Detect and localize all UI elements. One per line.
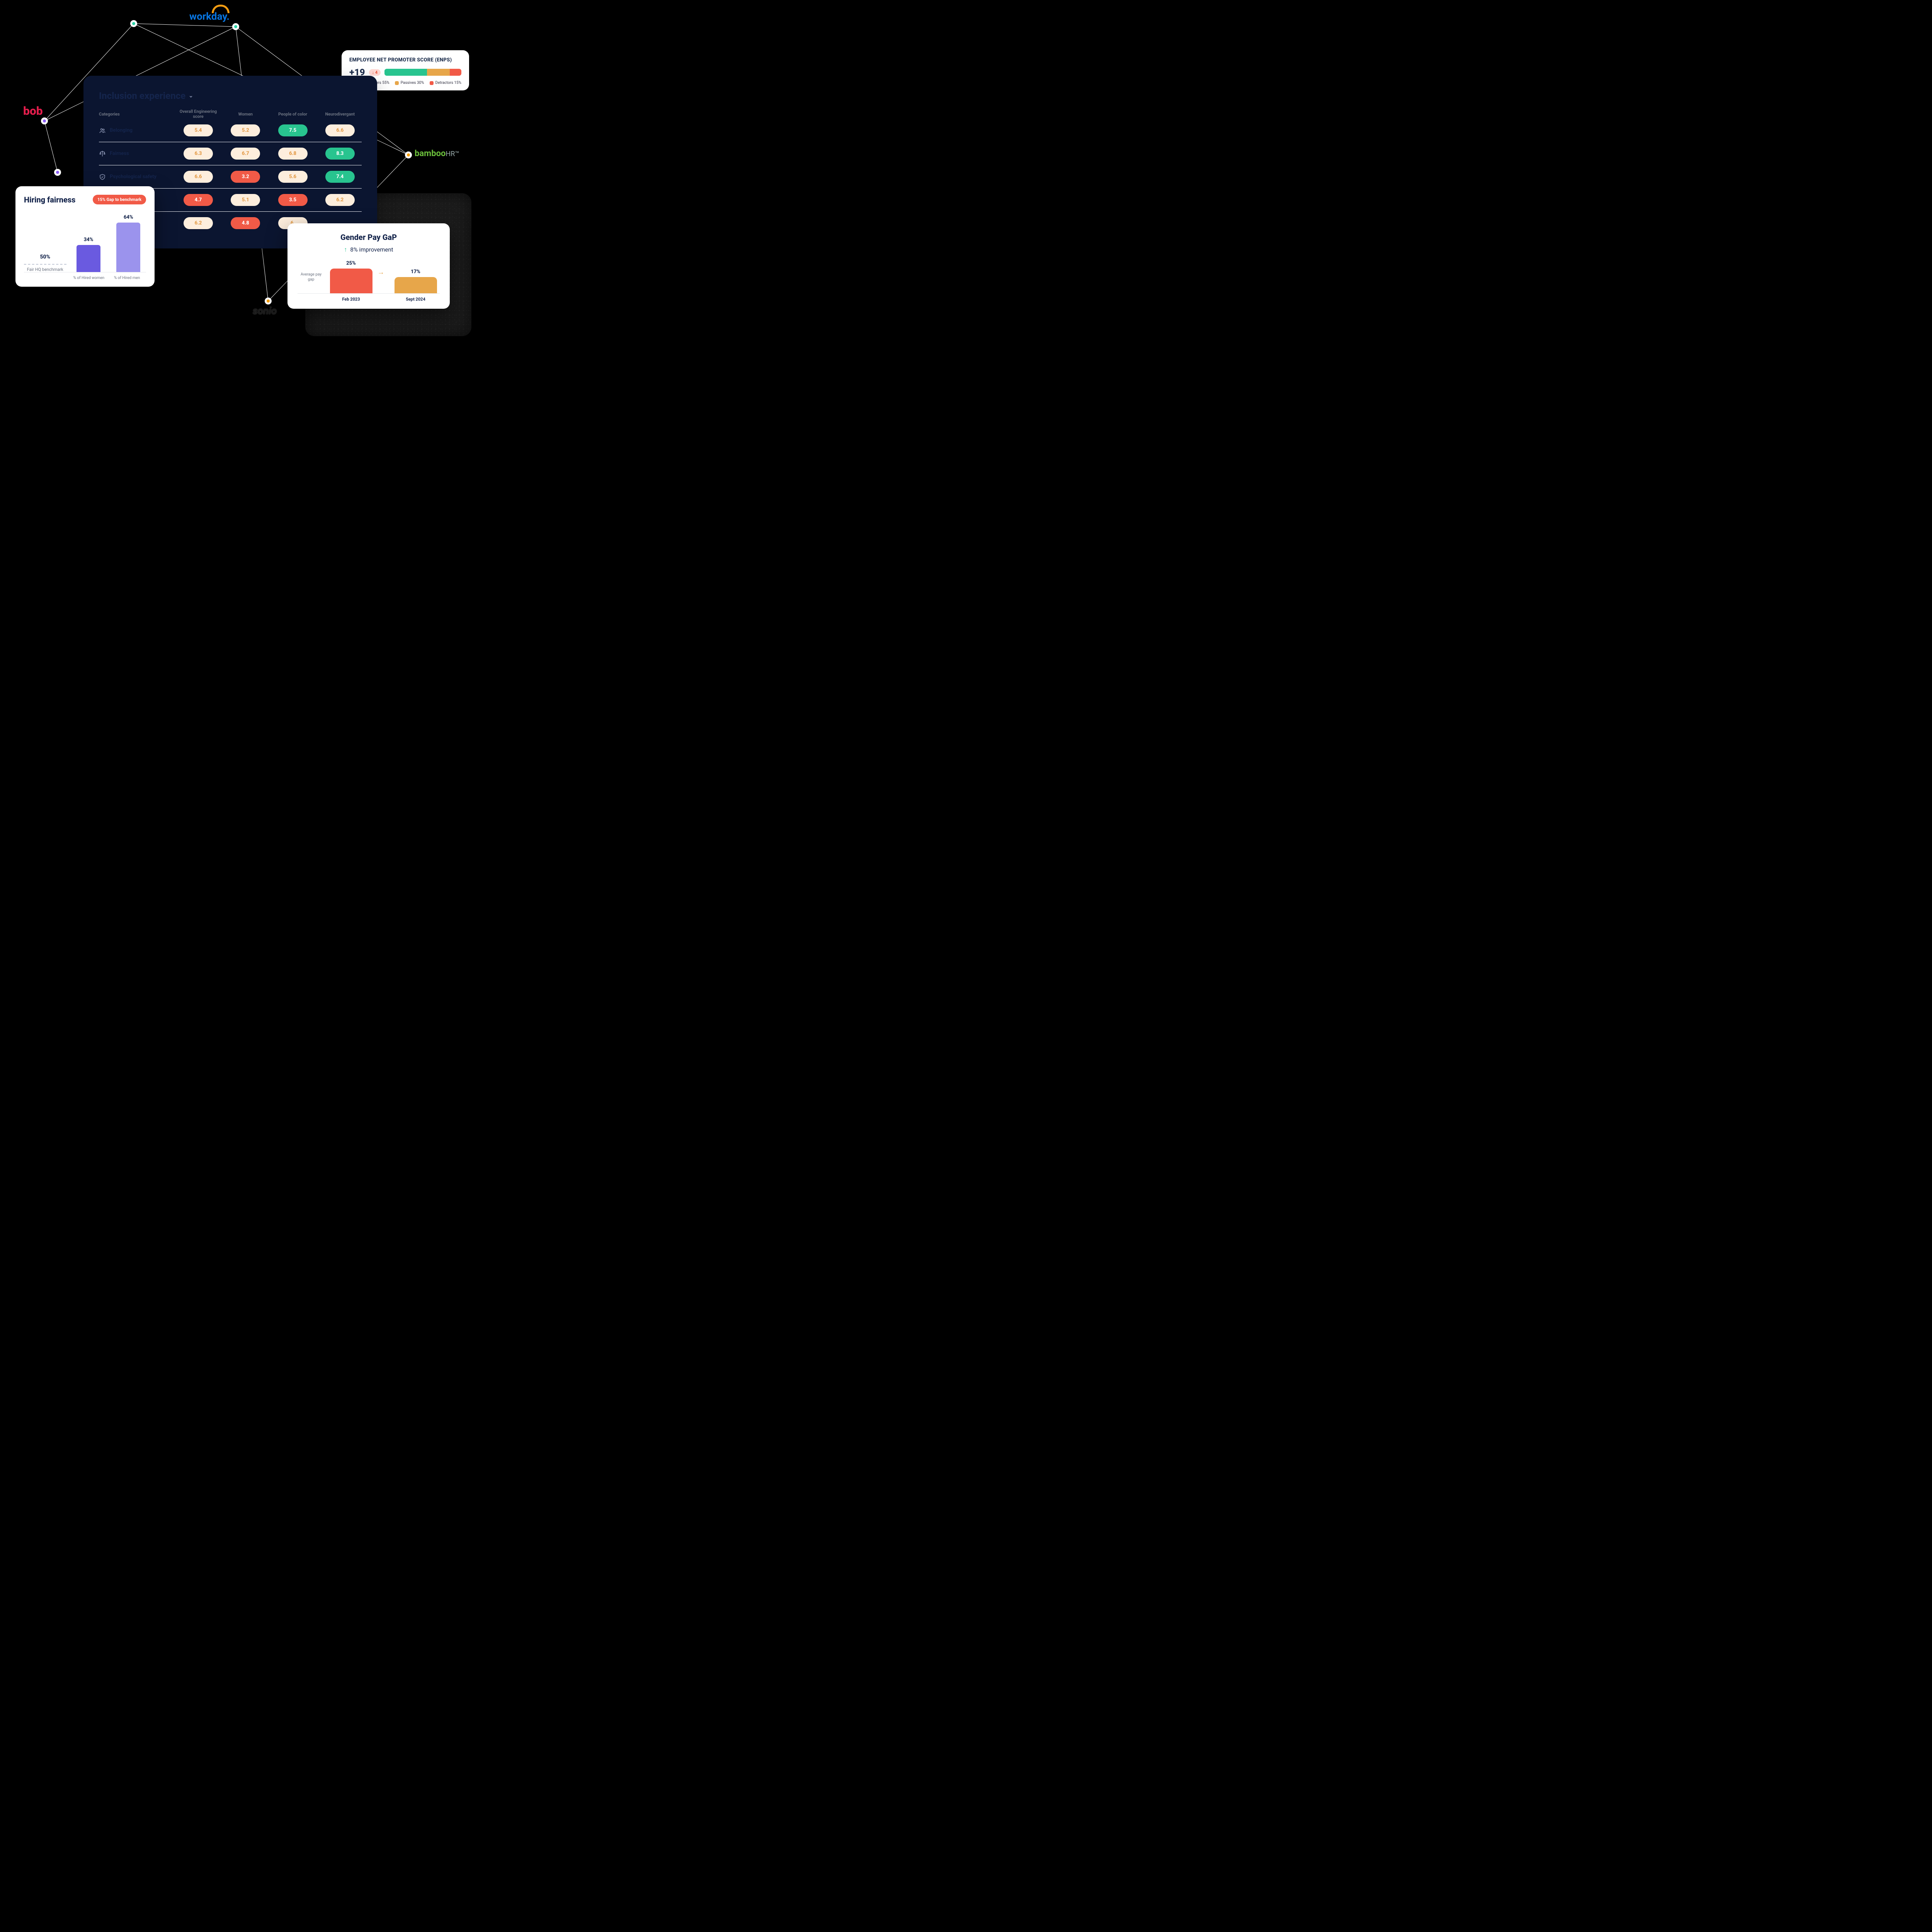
pay-gap-bar-chart: Average pay gap 25% → 17% Feb 2023 Sept …: [298, 260, 440, 302]
chevron-down-icon: ⌄: [189, 93, 193, 99]
enps-segment: [450, 69, 461, 76]
pay-gap-title: Gender Pay GaP: [298, 233, 440, 242]
inclusion-title[interactable]: Inclusion experience⌄: [99, 90, 362, 101]
network-node: [232, 23, 239, 30]
inclusion-category: Belonging: [99, 127, 173, 134]
enps-title: EMPLOYEE NET PROMOTER SCORE (ENPS): [349, 57, 461, 63]
enps-stacked-bar: [384, 69, 461, 76]
score-pill: 7.5: [278, 124, 308, 136]
network-node: [41, 117, 48, 124]
personio-logo: sonio: [253, 305, 277, 317]
network-node: [405, 151, 412, 158]
score-pill: 3.2: [231, 171, 260, 183]
score-pill: 7.4: [325, 171, 355, 183]
workday-logo: workday.: [189, 11, 230, 22]
pay-gap-improvement: ↑ 8% improvement: [298, 246, 440, 253]
score-pill: 5.4: [184, 124, 213, 136]
gap-badge: 15% Gap to benchmark: [93, 195, 146, 204]
bob-logo: bob: [23, 104, 43, 118]
people-icon: [99, 127, 106, 134]
hiring-title: Hiring fairness: [24, 195, 75, 204]
score-pill: 3.5: [278, 194, 308, 206]
score-pill: 6.6: [325, 124, 355, 136]
inclusion-row: Psychological safety 6.6 3.2 5.6 7.4: [99, 165, 362, 189]
score-pill: 6.6: [184, 171, 213, 183]
arrow-up-icon: ↑: [344, 246, 347, 253]
score-pill: 6.3: [184, 148, 213, 160]
network-node: [265, 298, 272, 304]
arrow-right-icon: →: [378, 268, 389, 276]
enps-legend-item: Detractors 15%: [430, 81, 461, 85]
inclusion-row: Belonging 5.4 5.2 7.5 6.6: [99, 119, 362, 142]
score-pill: 4.8: [231, 217, 260, 229]
score-pill: 4.7: [184, 194, 213, 206]
hiring-bar-women: 34%: [71, 237, 106, 272]
scale-icon: [99, 150, 106, 157]
score-pill: 5.1: [231, 194, 260, 206]
score-pill: 5.2: [231, 124, 260, 136]
hiring-fairness-card: Hiring fairness 15% Gap to benchmark 50%…: [15, 186, 155, 287]
enps-segment: [427, 69, 450, 76]
score-pill: 8.3: [325, 148, 355, 160]
inclusion-header-row: Categories Overall Engineering score Wom…: [99, 109, 362, 119]
score-pill: 5.6: [278, 171, 308, 183]
score-pill: 6.7: [231, 148, 260, 160]
shield-icon: [99, 173, 106, 180]
network-node: [130, 20, 137, 27]
score-pill: 6.2: [325, 194, 355, 206]
enps-delta-badge: ↓ 4: [369, 69, 381, 76]
inclusion-category: Fairness: [99, 150, 173, 157]
inclusion-row: Fairness 6.3 6.7 6.8 8.3: [99, 142, 362, 165]
enps-legend-item: Passives 30%: [395, 81, 424, 85]
hiring-bar-chart: 50% Fair HQ benchmark 34% 64%: [24, 214, 146, 272]
hiring-bar-men: 64%: [111, 214, 146, 272]
score-pill: 6.8: [278, 148, 308, 160]
enps-segment: [384, 69, 427, 76]
inclusion-category: Psychological safety: [99, 173, 173, 180]
score-pill: 6.2: [184, 217, 213, 229]
network-node: [54, 169, 61, 176]
bamboohr-logo: bambooHR™: [415, 149, 459, 158]
gender-pay-gap-card: Gender Pay GaP ↑ 8% improvement Average …: [287, 223, 450, 309]
